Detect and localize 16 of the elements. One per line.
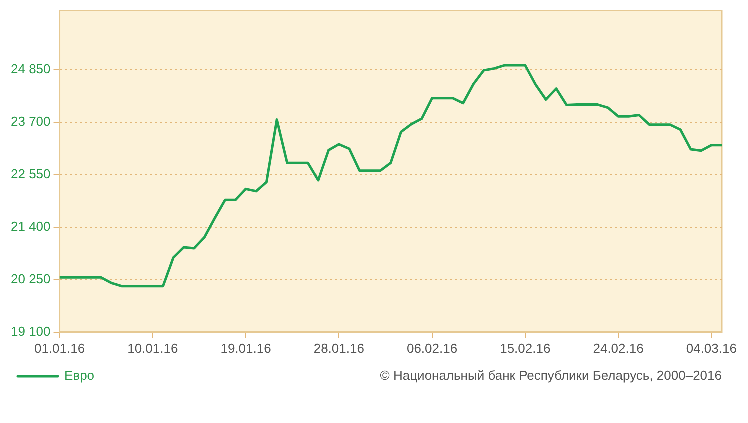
x-tick-label: 10.01.16 — [128, 340, 178, 356]
x-tick-label: 04.03.16 — [686, 340, 737, 356]
y-tick-label: 24 850 — [10, 62, 51, 77]
x-tick-label: 15.02.16 — [500, 340, 551, 356]
y-tick-label: 23 700 — [10, 114, 51, 130]
x-tick-label: 01.01.16 — [34, 340, 86, 356]
x-tick-label: 24.02.16 — [593, 340, 644, 356]
x-tick-label: 28.01.16 — [314, 340, 364, 356]
x-tick-label: 19.01.16 — [220, 340, 272, 356]
y-tick-label: 21 400 — [10, 219, 51, 234]
y-tick-label: 22 550 — [10, 166, 51, 182]
y-tick-label: 20 250 — [10, 272, 51, 287]
legend-label: Евро — [64, 368, 95, 384]
x-tick-label: 06.02.16 — [406, 340, 458, 356]
text: © Национальный банк Республики Беларусь, 2000–2016 — [380, 368, 722, 384]
y-tick-label: 19 100 — [10, 324, 51, 339]
